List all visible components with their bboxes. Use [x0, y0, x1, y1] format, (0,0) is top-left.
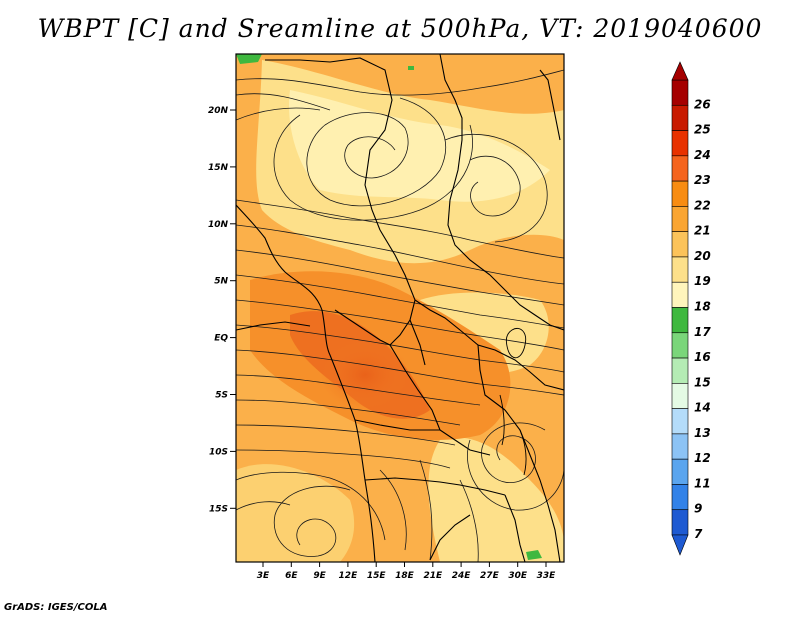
streamlines [236, 69, 564, 562]
colorbar-label: 18 [694, 300, 711, 314]
colorbar-label: 24 [694, 148, 711, 162]
colorbar-label: 25 [694, 123, 711, 137]
lon-tick-label: 18E [395, 571, 415, 581]
lon-tick-label: 24E [452, 571, 472, 581]
wbpt-hot-spot [320, 340, 410, 410]
lat-tick-label: 10S [209, 447, 228, 457]
colorbar-segment [671, 155, 689, 182]
colorbar-segment [671, 332, 689, 359]
lon-tick-label: 30E [508, 571, 528, 581]
lon-tick-label: 6E [285, 571, 298, 581]
wbpt-green-patch-se [526, 550, 542, 560]
longitude-axis: 3E 6E 9E 12E 15E 18E 21E 24E 27E 30E 33E [257, 562, 556, 581]
colorbar-segment [671, 509, 689, 536]
lon-tick-label: 9E [313, 571, 326, 581]
lon-tick-label: 3E [257, 571, 270, 581]
lat-tick-label: 15N [208, 163, 229, 173]
colorbar-label: 17 [694, 325, 711, 339]
colorbar-label: 19 [694, 274, 711, 288]
lat-tick-label: EQ [214, 334, 228, 344]
colorbar-segment [671, 130, 689, 157]
wbpt-pale-zone-south [428, 437, 564, 562]
colorbar-segment [671, 408, 689, 435]
grads-credit: GrADS: IGES/COLA [4, 602, 108, 613]
colorbar-label: 23 [694, 173, 711, 187]
colorbar-label: 13 [694, 426, 711, 440]
colorbar-segment [671, 357, 689, 384]
colorbar-segment [671, 180, 689, 207]
wbpt-pale-zone-sw [236, 464, 355, 562]
lon-tick-label: 27E [480, 571, 500, 581]
colorbar-label: 26 [694, 97, 711, 111]
chart-title: WBPT [C] and Sreamline at 500hPa, VT: 20… [37, 14, 763, 43]
country-borders [236, 54, 564, 562]
colorbar-top-arrow [671, 61, 689, 81]
colorbar-label: 7 [694, 527, 703, 541]
lon-tick-label: 15E [367, 571, 387, 581]
lakes [499, 327, 527, 476]
colorbar-label: 22 [694, 198, 711, 212]
colorbar-label: 21 [694, 224, 711, 238]
lat-tick-label: 15S [209, 504, 228, 514]
lon-tick-label: 33E [537, 571, 557, 581]
colorbar-bottom-arrow [671, 534, 689, 556]
lat-tick-label: 5N [214, 277, 228, 287]
colorbar-label: 16 [694, 350, 711, 364]
colorbar-segment [671, 281, 689, 308]
map-panel [236, 54, 564, 562]
colorbar-segment [671, 484, 689, 511]
colorbar-segment [671, 458, 689, 485]
lat-tick-label: 5S [215, 391, 228, 401]
lon-tick-label: 21E [423, 571, 443, 581]
colorbar-segment [671, 383, 689, 409]
colorbar-segment [671, 104, 689, 131]
lat-tick-label: 10N [208, 220, 229, 230]
colorbar-segment [671, 307, 689, 334]
lat-tick-label: 20N [208, 106, 229, 116]
wbpt-green-patch-n [408, 66, 414, 70]
colorbar-label: 9 [694, 502, 702, 516]
colorbar-label: 14 [694, 401, 711, 415]
colorbar-segment [671, 433, 689, 460]
colorbar-label: 20 [694, 249, 711, 263]
colorbar-label: 11 [694, 476, 711, 490]
map-frame [235, 53, 565, 563]
wbpt-green-patch-nw [236, 54, 262, 64]
colorbar: 26 25 24 23 22 21 20 19 18 17 16 15 14 13 12 11 9 7 [671, 61, 711, 556]
colorbar-label: 15 [694, 375, 711, 389]
colorbar-segment [671, 256, 689, 283]
lon-tick-label: 12E [339, 571, 359, 581]
latitude-axis: 20N 15N 10N 5N EQ 5S 10S 15S [208, 106, 236, 514]
wbpt-light-zone-north [289, 90, 550, 202]
colorbar-segment [671, 79, 689, 106]
colorbar-segment [671, 206, 689, 232]
colorbar-segment [671, 231, 689, 258]
colorbar-label: 12 [694, 451, 711, 465]
